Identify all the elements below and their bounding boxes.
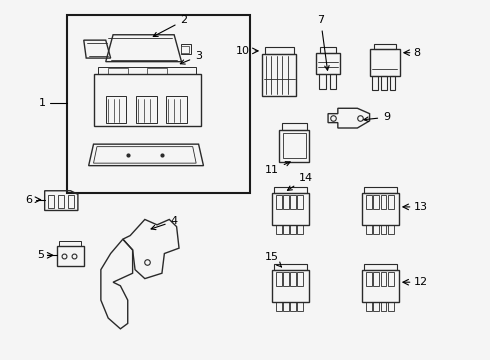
Bar bbox=[297, 195, 303, 209]
Bar bbox=[373, 302, 379, 311]
Bar bbox=[290, 225, 296, 234]
Text: 6: 6 bbox=[25, 195, 32, 205]
Bar bbox=[262, 54, 296, 96]
Bar bbox=[373, 195, 379, 209]
Bar bbox=[283, 272, 289, 286]
Text: 4: 4 bbox=[151, 216, 178, 230]
Bar bbox=[181, 44, 191, 54]
Bar bbox=[67, 15, 250, 193]
Bar bbox=[283, 302, 289, 311]
Bar bbox=[316, 53, 340, 74]
Text: 7: 7 bbox=[317, 15, 329, 70]
Bar bbox=[283, 225, 289, 234]
Text: 8: 8 bbox=[414, 48, 421, 58]
Bar bbox=[297, 302, 303, 311]
Bar bbox=[282, 123, 307, 130]
Text: 11: 11 bbox=[265, 162, 290, 175]
Bar bbox=[58, 195, 64, 208]
Bar bbox=[381, 272, 386, 286]
Bar bbox=[381, 195, 386, 209]
Bar bbox=[181, 45, 189, 53]
Bar bbox=[290, 272, 296, 286]
Bar bbox=[68, 195, 74, 208]
Bar bbox=[272, 193, 309, 225]
Bar bbox=[147, 68, 167, 74]
Bar bbox=[373, 44, 396, 49]
Text: 13: 13 bbox=[414, 202, 428, 212]
Text: 15: 15 bbox=[265, 252, 282, 267]
Bar bbox=[276, 302, 282, 311]
Bar bbox=[381, 76, 387, 90]
Text: 14: 14 bbox=[288, 173, 313, 190]
Bar bbox=[362, 270, 399, 302]
Bar bbox=[290, 302, 296, 311]
Bar bbox=[320, 47, 336, 53]
Bar bbox=[57, 246, 84, 266]
Text: 12: 12 bbox=[414, 277, 428, 287]
Bar bbox=[136, 96, 157, 123]
Bar bbox=[388, 272, 393, 286]
Bar bbox=[319, 74, 326, 89]
Bar bbox=[283, 134, 306, 158]
Bar bbox=[366, 225, 372, 234]
Bar bbox=[283, 195, 289, 209]
Bar bbox=[366, 302, 372, 311]
Bar bbox=[59, 241, 81, 246]
Bar bbox=[94, 74, 201, 126]
Bar bbox=[274, 264, 307, 270]
Bar bbox=[381, 225, 386, 234]
Bar bbox=[373, 225, 379, 234]
Text: 9: 9 bbox=[364, 112, 390, 122]
Bar bbox=[366, 195, 372, 209]
Bar bbox=[166, 96, 187, 123]
Bar bbox=[297, 225, 303, 234]
Bar bbox=[388, 195, 393, 209]
Bar bbox=[297, 272, 303, 286]
Bar bbox=[369, 49, 400, 76]
Bar bbox=[48, 195, 54, 208]
Bar bbox=[330, 74, 336, 89]
Bar bbox=[276, 195, 282, 209]
Bar bbox=[388, 225, 393, 234]
Bar bbox=[364, 264, 397, 270]
Bar bbox=[108, 68, 128, 74]
Bar bbox=[290, 195, 296, 209]
Text: 2: 2 bbox=[153, 15, 188, 36]
Bar bbox=[362, 193, 399, 225]
Bar bbox=[364, 187, 397, 193]
Bar bbox=[279, 130, 310, 162]
Bar bbox=[265, 47, 294, 54]
Bar bbox=[106, 96, 126, 123]
Text: 10: 10 bbox=[236, 46, 250, 56]
Bar bbox=[390, 76, 395, 90]
Text: 5: 5 bbox=[37, 250, 44, 260]
Text: 3: 3 bbox=[180, 51, 202, 64]
Bar bbox=[373, 272, 379, 286]
Bar bbox=[372, 76, 378, 90]
Bar bbox=[274, 187, 307, 193]
Bar bbox=[388, 302, 393, 311]
Bar bbox=[98, 67, 196, 74]
Bar bbox=[276, 225, 282, 234]
Bar bbox=[366, 272, 372, 286]
Bar bbox=[272, 270, 309, 302]
Text: 1: 1 bbox=[39, 98, 46, 108]
Bar bbox=[381, 302, 386, 311]
Bar bbox=[276, 272, 282, 286]
